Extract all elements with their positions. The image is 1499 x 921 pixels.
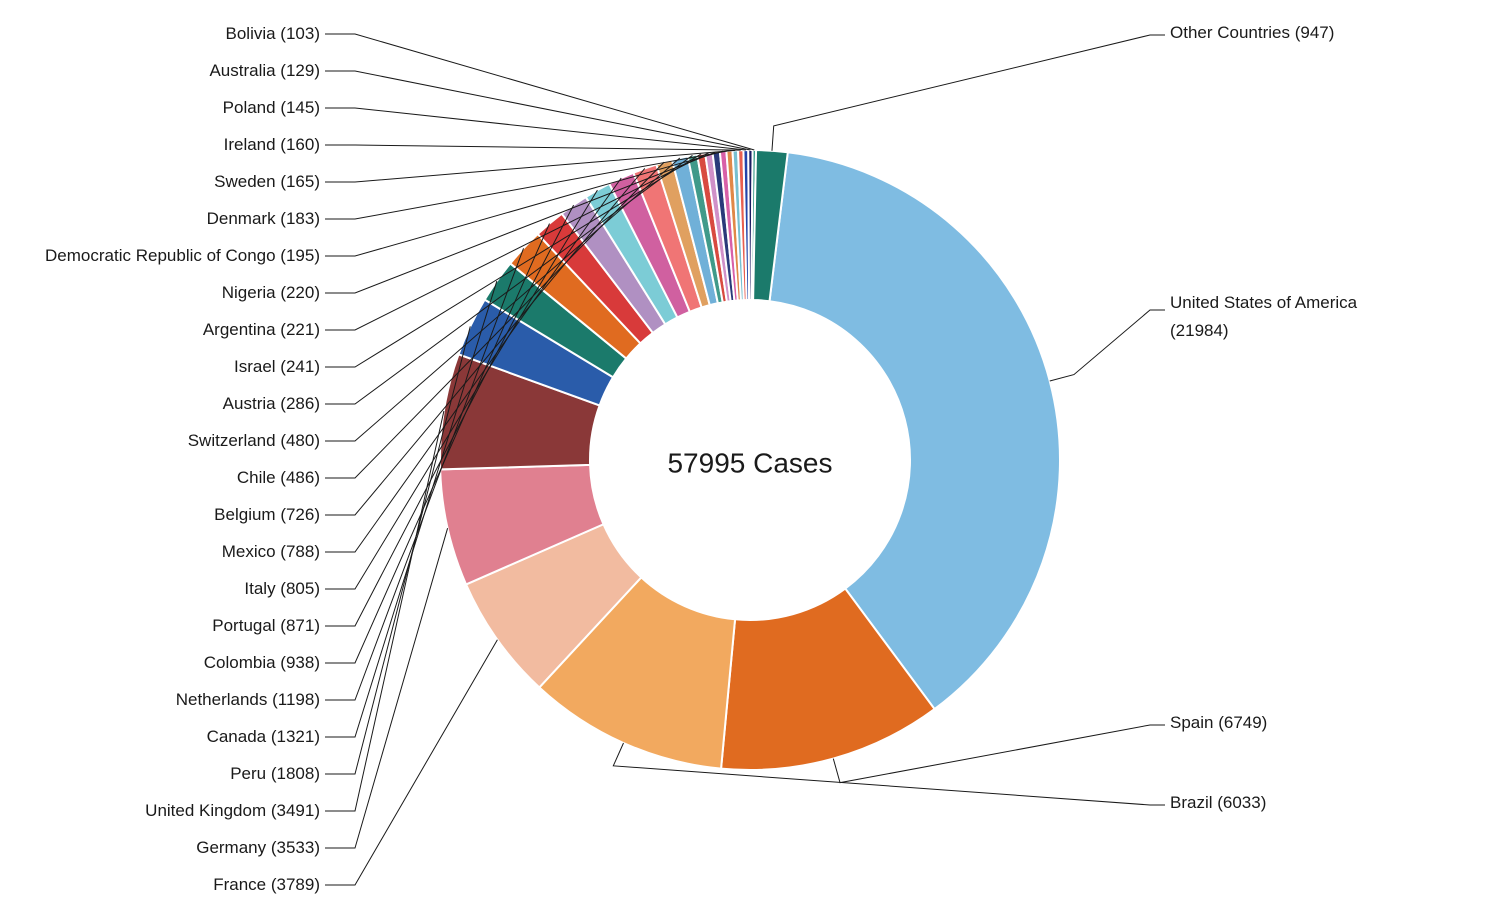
slice-label: (21984)	[1170, 321, 1229, 340]
slice-label: Mexico (788)	[222, 542, 320, 561]
leader-line	[325, 34, 754, 150]
slice-label: Poland (145)	[223, 98, 320, 117]
slice-label: Austria (286)	[223, 394, 320, 413]
slice-label: France (3789)	[213, 875, 320, 894]
slice-label: Bolivia (103)	[226, 24, 321, 43]
slice-label: Germany (3533)	[196, 838, 320, 857]
slice-label: Italy (805)	[244, 579, 320, 598]
slice-label: Democratic Republic of Congo (195)	[45, 246, 320, 265]
slice-label: Denmark (183)	[207, 209, 320, 228]
slice-label: Colombia (938)	[204, 653, 320, 672]
leader-line	[325, 145, 741, 150]
slice-label: Nigeria (220)	[222, 283, 320, 302]
slice-label: United Kingdom (3491)	[145, 801, 320, 820]
donut-chart: 57995 Cases United States of America (2198…	[0, 0, 1499, 921]
leader-line	[325, 528, 448, 848]
leader-line	[325, 71, 750, 150]
slice-label: Argentina (221)	[203, 320, 320, 339]
leader-line	[1050, 310, 1165, 381]
slice-label: Other Countries (947)	[1170, 23, 1334, 42]
center-label: 57995 Cases	[667, 447, 832, 478]
slice-label: Israel (241)	[234, 357, 320, 376]
slice-label: Netherlands (1198)	[176, 690, 320, 709]
slice-label: Portugal (871)	[212, 616, 320, 635]
slice-label: Brazil (6033)	[1170, 793, 1266, 812]
slice-label: Switzerland (480)	[188, 431, 320, 450]
slice-label: Spain (6749)	[1170, 713, 1267, 732]
slice-label: Belgium (726)	[214, 505, 320, 524]
slice-label: Australia (129)	[209, 61, 320, 80]
slice-label: United States of America	[1170, 293, 1358, 312]
leader-line	[772, 35, 1165, 151]
slice-label: Chile (486)	[237, 468, 320, 487]
slice-label: Ireland (160)	[224, 135, 320, 154]
slice-label: Peru (1808)	[230, 764, 320, 783]
slice-label: Canada (1321)	[207, 727, 320, 746]
leader-line	[325, 411, 444, 811]
slice-label: Sweden (165)	[214, 172, 320, 191]
